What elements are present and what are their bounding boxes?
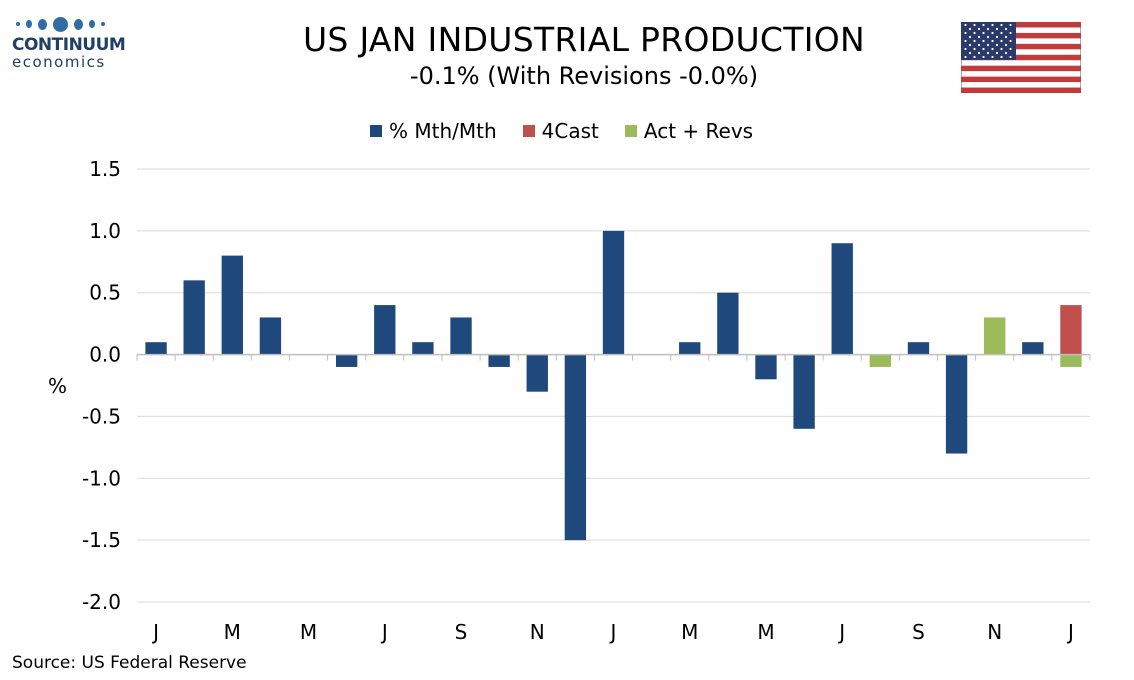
bar-4cast (1060, 305, 1082, 355)
bar-mth (526, 354, 548, 392)
legend-item-mth: % Mth/Mth (370, 119, 497, 143)
x-tick-label: N (530, 620, 545, 644)
bar-act-revs (984, 317, 1006, 355)
bar-mth (793, 354, 815, 429)
bar-mth (412, 342, 434, 355)
y-tick-label: -2.0 (82, 590, 121, 614)
logo-dots-icon (16, 14, 132, 34)
x-tick-label: N (987, 620, 1002, 644)
chart-legend: % Mth/Mth 4Cast Act + Revs (370, 119, 753, 143)
x-tick-label: J (609, 620, 617, 644)
legend-swatch-4cast (522, 125, 535, 137)
bar-act-revs (869, 354, 892, 367)
legend-label-4cast: 4Cast (541, 119, 599, 143)
continuum-logo: CONTINUUM economics (12, 14, 132, 71)
x-tick-label: J (380, 620, 388, 644)
y-tick-label: -0.5 (82, 404, 121, 428)
bar-mth (488, 354, 510, 367)
y-tick-label: 1.0 (89, 219, 121, 243)
bar-mth (831, 243, 853, 355)
x-tick-label: S (912, 620, 925, 644)
bar-act-revs (1060, 354, 1082, 367)
chart-subtitle: -0.1% (With Revisions -0.0%) (409, 62, 759, 90)
bar-mth (945, 354, 968, 454)
x-tick-label: M (681, 620, 698, 644)
legend-item-act-revs: Act + Revs (624, 119, 754, 143)
x-tick-label: J (1066, 620, 1074, 644)
us-flag-icon (961, 22, 1081, 93)
y-axis-label: % (48, 374, 67, 398)
bar-mth (564, 354, 587, 541)
bar-mth (335, 354, 358, 367)
bar-mth (145, 342, 167, 355)
bar-mth (183, 280, 205, 355)
bar-mth (374, 305, 396, 355)
x-tick-label: M (224, 620, 241, 644)
legend-label-mth: % Mth/Mth (389, 119, 497, 143)
x-tick-label: S (455, 620, 468, 644)
bar-mth (450, 317, 472, 355)
bar-mth (602, 230, 625, 355)
legend-item-4cast: 4Cast (522, 119, 599, 143)
y-tick-label: 1.5 (89, 157, 121, 181)
bar-mth (1022, 342, 1044, 355)
x-tick-label: M (300, 620, 317, 644)
bar-mth (717, 292, 739, 355)
logo-subname: economics (12, 53, 106, 71)
bar-mth (907, 342, 930, 355)
y-tick-label: 0.5 (89, 281, 121, 305)
bar-mth (755, 354, 777, 380)
y-tick-label: 0.0 (89, 343, 121, 367)
bar-mth (679, 342, 701, 355)
x-tick-label: J (837, 620, 845, 644)
x-tick-label: J (151, 620, 159, 644)
chart-title: US JAN INDUSTRIAL PRODUCTION (302, 20, 866, 59)
y-tick-label: -1.0 (82, 466, 121, 490)
legend-label-act-revs: Act + Revs (643, 119, 754, 143)
legend-swatch-act-revs (624, 125, 637, 137)
bar-mth (221, 255, 243, 355)
y-tick-label: -1.5 (82, 528, 121, 552)
logo-name: CONTINUUM (12, 35, 126, 55)
bar-mth (259, 317, 282, 355)
x-tick-label: M (757, 620, 774, 644)
source-note: Source: US Federal Reserve (12, 653, 247, 673)
legend-swatch-mth (370, 125, 382, 137)
